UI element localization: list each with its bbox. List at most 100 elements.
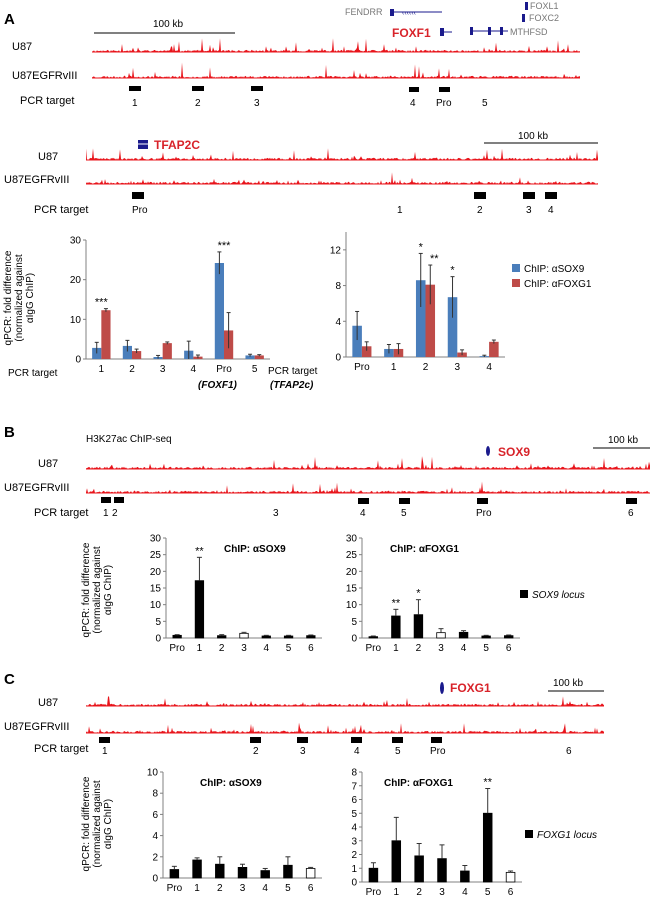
legend-label-sox9: ChIP: αSOX9 bbox=[524, 264, 585, 275]
y-tick-label: 7 bbox=[351, 781, 357, 792]
pcr-box-2 bbox=[474, 192, 486, 199]
chart-title-b-sox9: ChIP: αSOX9 bbox=[224, 544, 286, 555]
bar bbox=[391, 840, 402, 883]
significance-mark: ** bbox=[430, 253, 439, 265]
x-tick-label: 2 bbox=[416, 643, 422, 654]
signal-profile bbox=[86, 148, 598, 160]
track-label-u87: U87 bbox=[38, 458, 58, 470]
pcr-box-2 bbox=[250, 737, 261, 743]
svg-text:‹‹‹‹‹‹: ‹‹‹‹‹‹ bbox=[402, 10, 417, 17]
signal-track-u87egfrviii bbox=[86, 722, 604, 734]
bar bbox=[169, 869, 180, 879]
pcr-target-pro: Pro bbox=[436, 98, 452, 109]
signal-track-u87egfrviii bbox=[92, 62, 580, 79]
track-label-u87: U87 bbox=[38, 697, 58, 709]
x-tick-label: 1 bbox=[99, 364, 105, 375]
bar bbox=[352, 325, 362, 357]
x-tick-label: 6 bbox=[508, 887, 514, 898]
x-tick-label: 3 bbox=[160, 364, 166, 375]
signal-profile bbox=[86, 696, 604, 706]
x-tick-label: Pro bbox=[354, 362, 370, 373]
y-tick-label: 30 bbox=[346, 534, 358, 545]
y-tick-label: 10 bbox=[70, 315, 82, 326]
y-tick-label: 3 bbox=[351, 836, 357, 847]
genome-browser-foxf1: 100 kb FENDRR ‹‹‹‹‹‹ FOXL1 FOXC2 FOXF1 M… bbox=[12, 1, 580, 109]
bar bbox=[425, 284, 436, 357]
bar bbox=[283, 635, 294, 639]
x-tick-label: 5 bbox=[483, 643, 489, 654]
y-tick-label: 15 bbox=[150, 584, 162, 595]
x-tick-label: 4 bbox=[262, 883, 268, 894]
significance-mark: * bbox=[419, 241, 424, 253]
y-tick-label: 6 bbox=[351, 795, 357, 806]
pcr-target-label: PCR target bbox=[34, 743, 88, 755]
bar bbox=[391, 615, 401, 639]
x-tick-label: 4 bbox=[486, 362, 492, 373]
y-tick-label: 10 bbox=[346, 600, 358, 611]
bar bbox=[415, 280, 426, 357]
significance-mark: * bbox=[450, 265, 455, 277]
x-tick-label: 2 bbox=[217, 883, 223, 894]
legend-label-foxg1-locus: FOXG1 locus bbox=[537, 830, 597, 841]
y-axis-label: qPCR: fold difference(normalized against… bbox=[3, 250, 36, 345]
bar bbox=[172, 634, 182, 639]
bar bbox=[505, 871, 516, 883]
y-tick-label: 8 bbox=[335, 281, 341, 292]
pcr-box-3 bbox=[523, 192, 535, 199]
bar bbox=[305, 868, 316, 879]
y-tick-label: 5 bbox=[351, 617, 357, 628]
x-tick-label: 4 bbox=[191, 364, 197, 375]
x-tick-label: 1 bbox=[197, 643, 203, 654]
x-tick-label: 4 bbox=[462, 887, 468, 898]
gene-label-fendrr: FENDRR bbox=[345, 7, 383, 17]
y-tick-label: 25 bbox=[346, 550, 358, 561]
pcr-box-4 bbox=[358, 498, 369, 504]
gene-label-mthfsd: MTHFSD bbox=[510, 27, 548, 37]
gene-glyph-sox9 bbox=[486, 446, 490, 456]
scale-label: 100 kb bbox=[553, 678, 583, 689]
signal-track-u87egfrviii bbox=[86, 172, 598, 185]
pcr-box-5 bbox=[399, 498, 410, 504]
x-tick-label: 5 bbox=[252, 364, 258, 375]
pcr-target-pro: Pro bbox=[132, 205, 148, 216]
significance-mark: *** bbox=[218, 240, 232, 252]
legend-label-sox9-locus: SOX9 locus bbox=[532, 590, 585, 601]
x-tick-label: Pro bbox=[366, 887, 382, 898]
legend-a: ChIP: αSOX9 ChIP: αFOXG1 bbox=[512, 264, 592, 290]
pcr-box-3 bbox=[297, 737, 308, 743]
pcr-target-label: PCR target bbox=[268, 366, 318, 377]
gene-glyph-foxf1 bbox=[440, 28, 452, 36]
legend-swatch-foxg1 bbox=[512, 279, 520, 287]
signal-profile bbox=[86, 456, 650, 469]
panel-letter-c: C bbox=[4, 671, 15, 688]
locus-label-foxf1: (FOXF1) bbox=[198, 380, 238, 391]
y-axis-label: qPCR: fold difference(normalized against… bbox=[81, 776, 114, 871]
bar bbox=[192, 859, 202, 879]
bar bbox=[361, 346, 372, 357]
legend-swatch-sox9-locus bbox=[520, 590, 528, 598]
gene-label-tfap2c: TFAP2C bbox=[154, 138, 200, 152]
signal-profile bbox=[92, 38, 580, 52]
pcr-box-2 bbox=[192, 86, 204, 91]
gene-glyph-foxg1 bbox=[440, 682, 444, 694]
x-tick-label: 3 bbox=[240, 883, 246, 894]
signal-profile bbox=[86, 481, 650, 493]
x-tick-label: 5 bbox=[286, 643, 292, 654]
y-tick-label: 4 bbox=[351, 823, 357, 834]
significance-mark: *** bbox=[95, 297, 109, 309]
chart-b-sox9: 0 5 10 15 20 25 30 Pro 1 2 3 4 5 6 ** qPCR: fold differ… bbox=[81, 534, 322, 654]
y-axis-label: qPCR: fold difference(normalized against… bbox=[81, 542, 114, 637]
pcr-target-4: 4 bbox=[410, 98, 416, 109]
y-tick-label: 2 bbox=[152, 852, 158, 863]
gene-glyph-foxl1 bbox=[525, 2, 528, 10]
x-tick-label: 5 bbox=[285, 883, 291, 894]
signal-track-u87 bbox=[86, 148, 598, 161]
bar bbox=[254, 355, 264, 359]
pcr-target-label: PCR target bbox=[8, 368, 58, 379]
pcr-box-4 bbox=[545, 192, 557, 199]
y-tick-label: 5 bbox=[351, 809, 357, 820]
gene-label-foxg1: FOXG1 bbox=[450, 681, 491, 695]
track-label-u87egfrviii: U87EGFRvIII bbox=[4, 721, 69, 733]
y-tick-label: 5 bbox=[155, 617, 161, 628]
